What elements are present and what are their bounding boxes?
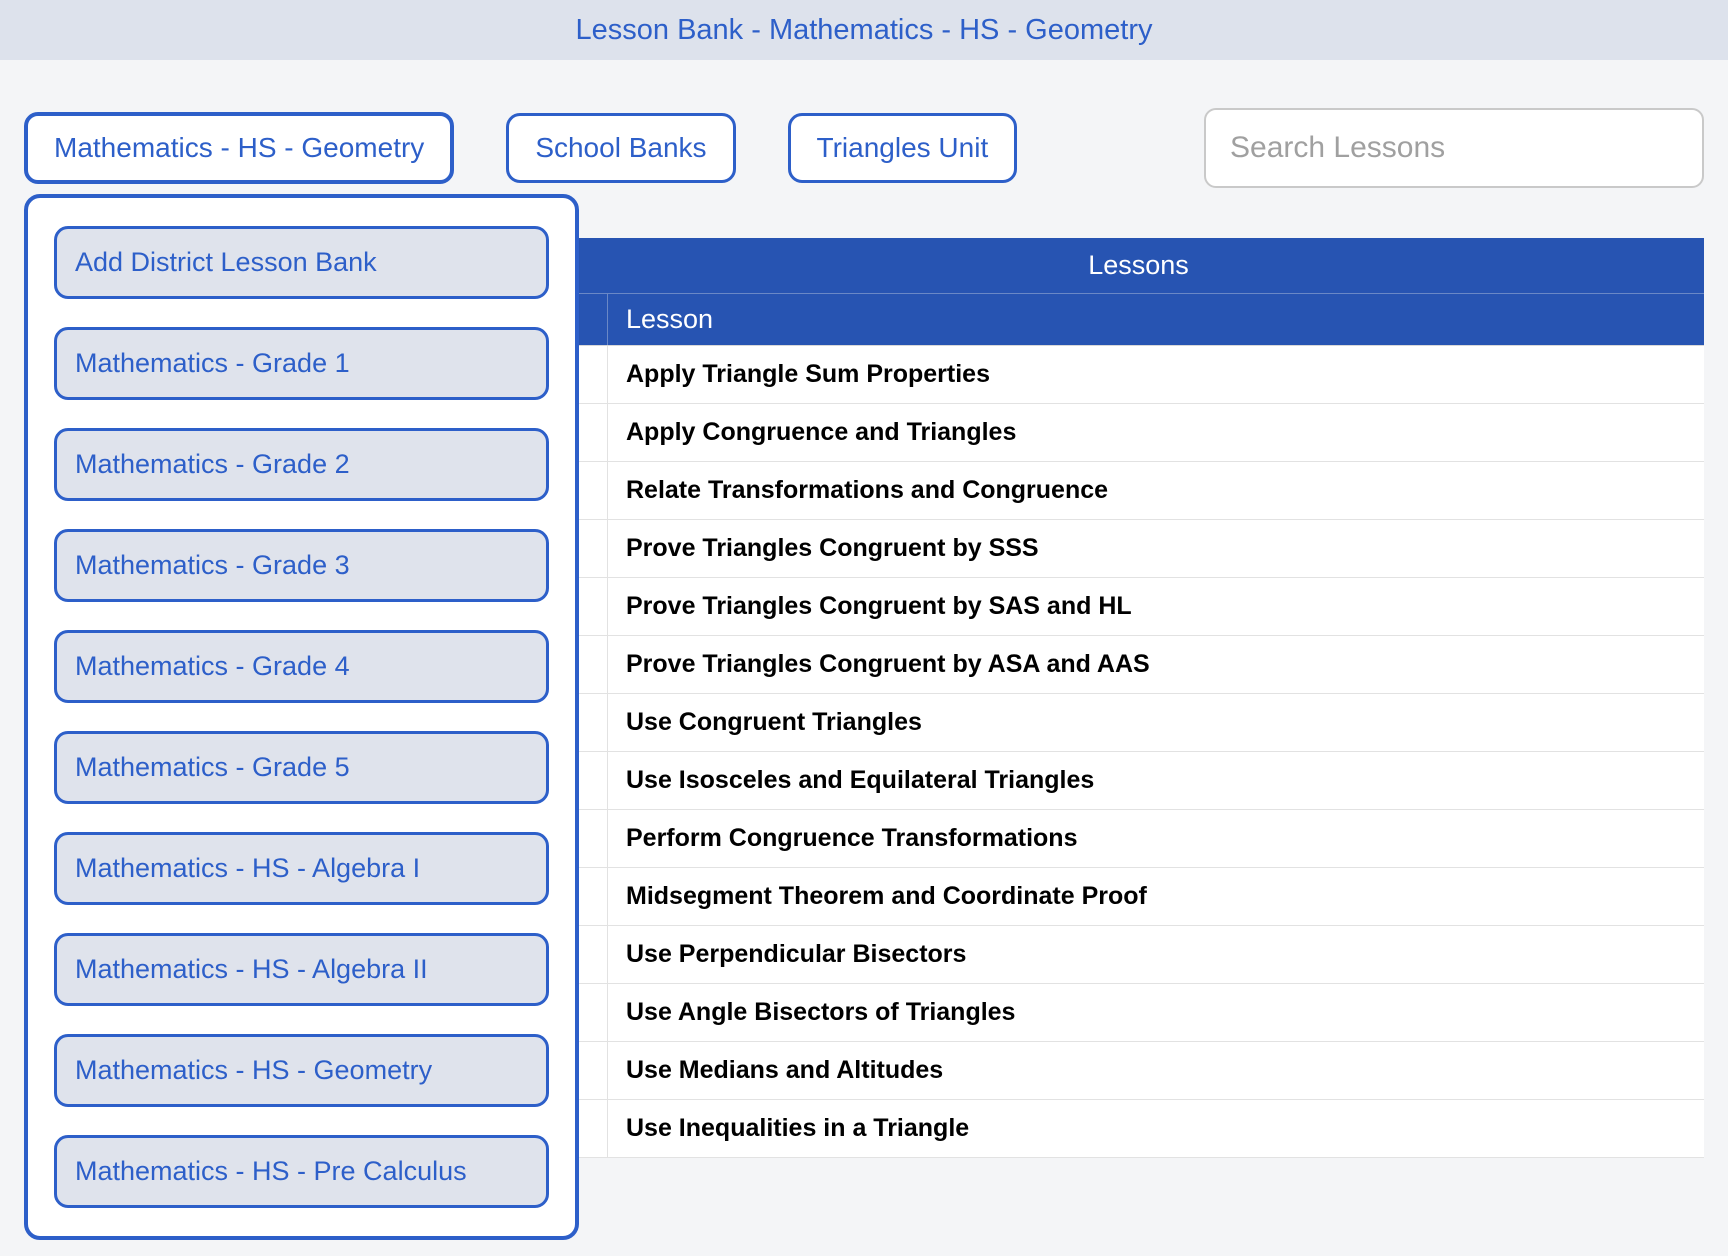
- lesson-cell: Use Medians and Altitudes: [608, 1042, 1704, 1099]
- dropdown-item-grade1[interactable]: Mathematics - Grade 1: [54, 327, 549, 400]
- column-label: Lesson: [626, 304, 713, 334]
- table-row[interactable]: Use Inequalities in a Triangle: [573, 1100, 1704, 1158]
- table-row[interactable]: Use Isosceles and Equilateral Triangles: [573, 752, 1704, 810]
- table-row[interactable]: Apply Congruence and Triangles: [573, 404, 1704, 462]
- table-row[interactable]: Use Congruent Triangles: [573, 694, 1704, 752]
- dropdown-item-algebra1[interactable]: Mathematics - HS - Algebra I: [54, 832, 549, 905]
- table-title: Lessons: [573, 238, 1704, 294]
- table-row[interactable]: Apply Triangle Sum Properties: [573, 346, 1704, 404]
- lesson-cell: Perform Congruence Transformations: [608, 810, 1704, 867]
- table-title-text: Lessons: [1088, 250, 1189, 280]
- table-row[interactable]: Prove Triangles Congruent by ASA and AAS: [573, 636, 1704, 694]
- lesson-cell: Prove Triangles Congruent by SSS: [608, 520, 1704, 577]
- lesson-cell: Use Angle Bisectors of Triangles: [608, 984, 1704, 1041]
- table-row[interactable]: Midsegment Theorem and Coordinate Proof: [573, 868, 1704, 926]
- dropdown-item-label: Mathematics - Grade 5: [75, 752, 350, 782]
- dropdown-item-label: Mathematics - Grade 1: [75, 348, 350, 378]
- page-title: Lesson Bank - Mathematics - HS - Geometr…: [576, 14, 1153, 47]
- unit-label: Triangles Unit: [817, 132, 989, 163]
- search-input[interactable]: [1204, 108, 1704, 188]
- dropdown-item-grade2[interactable]: Mathematics - Grade 2: [54, 428, 549, 501]
- table-row[interactable]: Use Angle Bisectors of Triangles: [573, 984, 1704, 1042]
- lesson-cell: Midsegment Theorem and Coordinate Proof: [608, 868, 1704, 925]
- table-row[interactable]: Use Perpendicular Bisectors: [573, 926, 1704, 984]
- dropdown-item-label: Mathematics - HS - Pre Calculus: [75, 1156, 467, 1186]
- dropdown-item-label: Add District Lesson Bank: [75, 247, 377, 277]
- lesson-cell: Use Inequalities in a Triangle: [608, 1100, 1704, 1157]
- dropdown-item-grade4[interactable]: Mathematics - Grade 4: [54, 630, 549, 703]
- table-row[interactable]: Prove Triangles Congruent by SAS and HL: [573, 578, 1704, 636]
- dropdown-item-algebra2[interactable]: Mathematics - HS - Algebra II: [54, 933, 549, 1006]
- dropdown-item-label: Mathematics - HS - Algebra II: [75, 954, 428, 984]
- unit-button[interactable]: Triangles Unit: [788, 113, 1018, 183]
- table-row[interactable]: Relate Transformations and Congruence: [573, 462, 1704, 520]
- table-row[interactable]: Perform Congruence Transformations: [573, 810, 1704, 868]
- lesson-cell: Use Isosceles and Equilateral Triangles: [608, 752, 1704, 809]
- dropdown-item-label: Mathematics - Grade 4: [75, 651, 350, 681]
- dropdown-item-geometry[interactable]: Mathematics - HS - Geometry: [54, 1034, 549, 1107]
- dropdown-item-precalc[interactable]: Mathematics - HS - Pre Calculus: [54, 1135, 549, 1208]
- lesson-cell: Apply Triangle Sum Properties: [608, 346, 1704, 403]
- table-column-header-row: Lesson: [573, 294, 1704, 346]
- school-banks-label: School Banks: [535, 132, 706, 163]
- page-header: Lesson Bank - Mathematics - HS - Geometr…: [0, 0, 1728, 60]
- dropdown-item-label: Mathematics - Grade 3: [75, 550, 350, 580]
- table-row[interactable]: Use Medians and Altitudes: [573, 1042, 1704, 1100]
- lessons-table: Lessons Lesson Apply Triangle Sum Proper…: [573, 238, 1704, 1158]
- lesson-cell: Prove Triangles Congruent by SAS and HL: [608, 578, 1704, 635]
- lesson-cell: Prove Triangles Congruent by ASA and AAS: [608, 636, 1704, 693]
- lesson-cell: Apply Congruence and Triangles: [608, 404, 1704, 461]
- bank-dropdown-panel: Add District Lesson Bank Mathematics - G…: [24, 194, 579, 1240]
- dropdown-item-label: Mathematics - Grade 2: [75, 449, 350, 479]
- dropdown-item-add-bank[interactable]: Add District Lesson Bank: [54, 226, 549, 299]
- dropdown-item-grade3[interactable]: Mathematics - Grade 3: [54, 529, 549, 602]
- table-column-lesson: Lesson: [608, 294, 1704, 345]
- dropdown-item-grade5[interactable]: Mathematics - Grade 5: [54, 731, 549, 804]
- lesson-cell: Use Perpendicular Bisectors: [608, 926, 1704, 983]
- dropdown-item-label: Mathematics - HS - Algebra I: [75, 853, 420, 883]
- lesson-cell: Relate Transformations and Congruence: [608, 462, 1704, 519]
- school-banks-button[interactable]: School Banks: [506, 113, 735, 183]
- dropdown-item-label: Mathematics - HS - Geometry: [75, 1055, 432, 1085]
- current-bank-label: Mathematics - HS - Geometry: [54, 132, 424, 163]
- lesson-cell: Use Congruent Triangles: [608, 694, 1704, 751]
- current-bank-dropdown-button[interactable]: Mathematics - HS - Geometry: [24, 112, 454, 184]
- table-row[interactable]: Prove Triangles Congruent by SSS: [573, 520, 1704, 578]
- search-wrapper: [1204, 108, 1704, 188]
